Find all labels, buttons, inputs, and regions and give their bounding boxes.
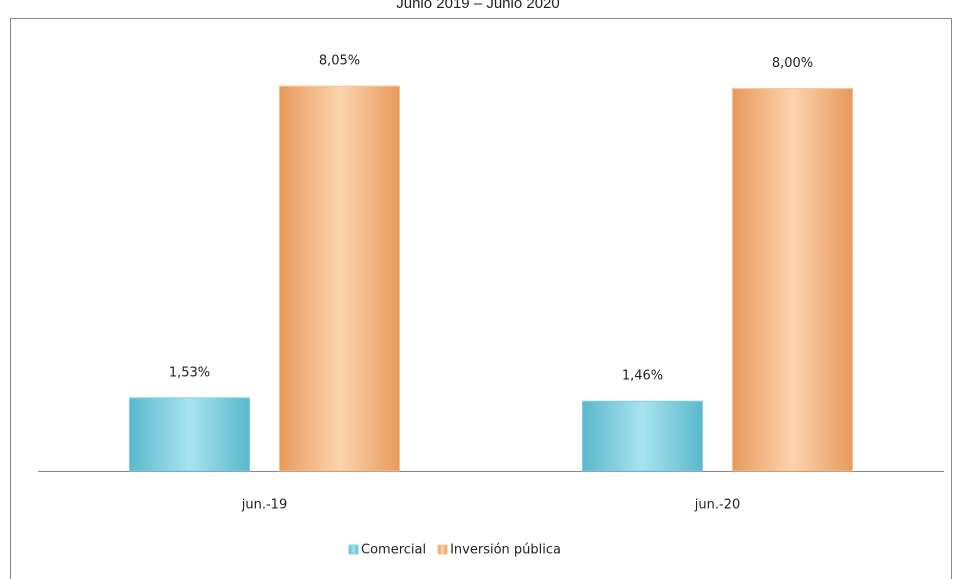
bar [732, 88, 853, 472]
legend-swatch [437, 544, 448, 555]
bar [582, 400, 703, 472]
legend-swatch [348, 544, 359, 555]
x-tick-label: jun.-19 [241, 498, 287, 513]
x-tick-label: jun.-20 [694, 498, 740, 513]
legend-label: Comercial [361, 543, 426, 558]
bar [129, 397, 250, 472]
chart-border [10, 18, 952, 579]
value-label: 8,00% [772, 56, 813, 71]
value-label: 8,05% [319, 54, 360, 69]
legend-label: Inversión pública [450, 543, 561, 558]
bar [279, 85, 400, 472]
chart-title: Junio 2019 – Junio 2020 [396, 0, 559, 12]
value-label: 1,53% [169, 365, 210, 380]
value-label: 1,46% [622, 369, 663, 384]
